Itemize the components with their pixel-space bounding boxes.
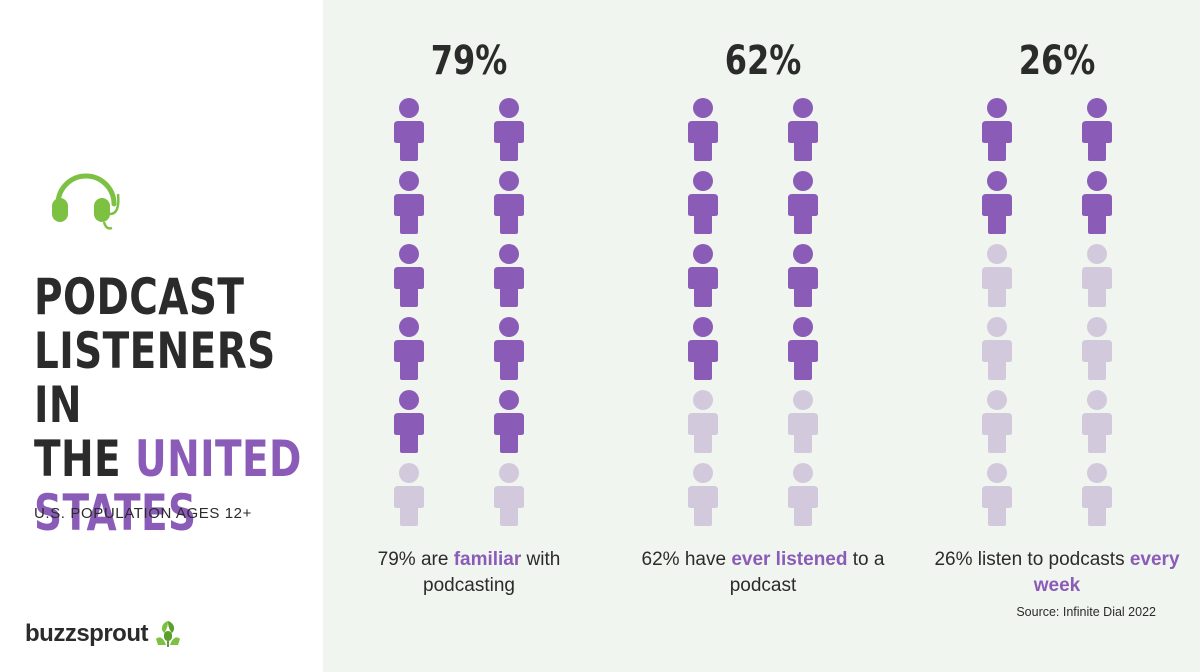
person-icon-empty (687, 462, 719, 526)
brand-logo: buzzsprout (25, 618, 182, 650)
caption-highlight: ever listened (731, 549, 848, 570)
caption-text: with podcasting (423, 549, 561, 596)
stat-column: 26% 26% listen to podcasts every week (927, 0, 1187, 672)
person-icon-empty (1081, 462, 1113, 526)
title-accent-2: STATES (34, 484, 197, 542)
person-icon-filled (493, 389, 525, 453)
person-icon-filled (981, 170, 1013, 234)
left-panel: PODCAST LISTENERS IN THE UNITED STATES U… (0, 0, 323, 672)
stat-percentage: 79% (430, 38, 508, 84)
title-line-2: LISTENERS IN (34, 322, 276, 434)
logo-text: buzzsprout (25, 620, 148, 647)
person-icon-filled (393, 243, 425, 307)
sprout-mic-icon (155, 621, 180, 647)
person-icon-empty (981, 243, 1013, 307)
person-icon-empty (981, 462, 1013, 526)
person-icon-filled (1081, 97, 1113, 161)
person-icon-empty (981, 316, 1013, 380)
stat-column: 62% 62% have ever listened to a podcast (633, 0, 893, 672)
stat-caption: 79% are familiar with podcasting (339, 547, 599, 599)
person-icon-filled (787, 316, 819, 380)
person-icon-empty (393, 462, 425, 526)
person-icon-filled (1081, 170, 1113, 234)
person-icon-filled (787, 170, 819, 234)
stat-percentage: 26% (1018, 38, 1096, 84)
person-icon-filled (493, 316, 525, 380)
caption-highlight: familiar (453, 549, 522, 570)
title-accent-1: UNITED (135, 430, 302, 488)
caption-highlight: every week (1033, 549, 1180, 596)
person-icon-filled (393, 316, 425, 380)
caption-text: 62% have (641, 549, 732, 570)
chart-panel: 79% 79% are familiar with podcasting 62% 62… (323, 0, 1200, 672)
stat-percentage: 62% (724, 38, 802, 84)
title-line-3: THE (34, 430, 136, 488)
person-icon-empty (787, 462, 819, 526)
person-icon-empty (687, 389, 719, 453)
person-icon-empty (981, 389, 1013, 453)
title-line-1: PODCAST (34, 268, 245, 326)
person-icon-filled (687, 170, 719, 234)
person-icon-filled (687, 243, 719, 307)
person-icon-empty (1081, 389, 1113, 453)
source-note: Source: Infinite Dial 2022 (1016, 605, 1156, 619)
caption-text: 26% listen to podcasts (934, 549, 1130, 570)
person-icon-filled (393, 97, 425, 161)
page-title: PODCAST LISTENERS IN THE UNITED STATES (34, 270, 315, 540)
person-icon-empty (493, 462, 525, 526)
headphones-icon (52, 173, 120, 230)
caption-text: 79% are (377, 549, 454, 570)
person-icon-filled (687, 97, 719, 161)
person-icon-filled (981, 97, 1013, 161)
person-icon-filled (493, 170, 525, 234)
person-icon-filled (493, 243, 525, 307)
person-icon-filled (687, 316, 719, 380)
person-icon-empty (1081, 243, 1113, 307)
person-icon-empty (1081, 316, 1113, 380)
stat-column: 79% 79% are familiar with podcasting (339, 0, 599, 672)
subtitle: U.S. POPULATION AGES 12+ (34, 505, 252, 522)
stat-caption: 62% have ever listened to a podcast (633, 547, 893, 599)
person-icon-filled (787, 97, 819, 161)
person-icon-filled (493, 97, 525, 161)
person-icon-filled (393, 170, 425, 234)
stat-caption: 26% listen to podcasts every week (927, 547, 1187, 599)
person-icon-filled (787, 243, 819, 307)
person-icon-empty (787, 389, 819, 453)
caption-text: to a podcast (729, 549, 885, 596)
person-icon-filled (393, 389, 425, 453)
